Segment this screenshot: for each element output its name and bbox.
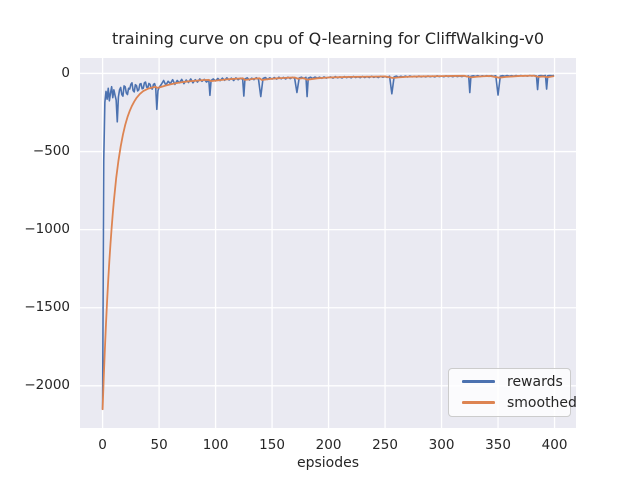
x-tick-label: 250 (372, 437, 398, 453)
y-tick-label: −1000 (24, 221, 70, 238)
x-tick-label: 200 (315, 437, 342, 453)
legend-label-rewards: rewards (507, 373, 563, 390)
smoothed-line-swatch (462, 401, 495, 404)
plot-title: training curve on cpu of Q-learning for … (111, 29, 545, 48)
x-tick-label: 300 (428, 437, 455, 453)
y-tick-label: 0 (61, 64, 70, 81)
legend-item-smoothed: smoothed (449, 395, 577, 411)
legend-label-smoothed: smoothed (507, 394, 577, 411)
x-tick-label: 0 (98, 437, 107, 453)
x-axis-label: epsiodes (296, 455, 360, 471)
x-tick-label: 400 (541, 437, 568, 453)
smoothed-line (101, 74, 555, 410)
legend-item-rewards: rewards (449, 374, 570, 390)
y-tick-label: −500 (32, 143, 70, 160)
plot-area: rewards smoothed (80, 57, 577, 428)
x-tick-label: 150 (259, 437, 285, 453)
x-tick-label: 50 (150, 437, 168, 453)
rewards-line-swatch (462, 380, 495, 383)
x-tick-label: 350 (485, 437, 511, 453)
x-tick-label: 100 (202, 437, 229, 453)
series-lines (101, 74, 555, 410)
legend: rewards smoothed (448, 367, 577, 417)
y-tick-label: −1500 (24, 299, 70, 316)
y-tick-label: −2000 (24, 377, 70, 394)
